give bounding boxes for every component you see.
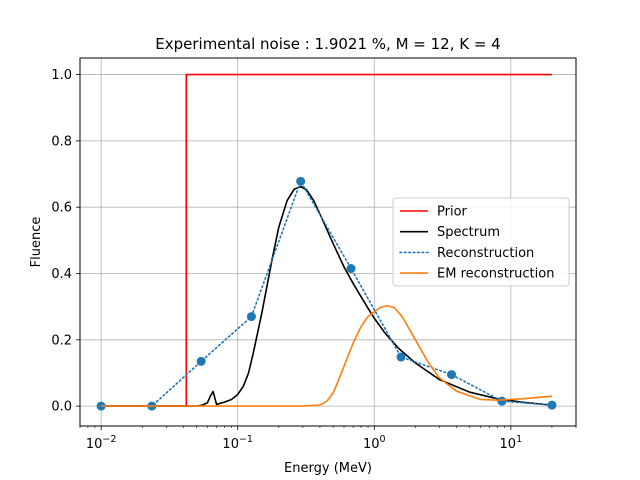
reconstruction-point <box>196 356 206 366</box>
y-tick-label: 0.0 <box>51 400 72 415</box>
legend-label-reconstruction: Reconstruction <box>437 246 534 261</box>
x-tick-label: 100 <box>363 434 386 452</box>
x-axis-label: Energy (MeV) <box>284 461 372 476</box>
x-tick-label: 101 <box>500 434 523 452</box>
plot-frame <box>79 57 577 427</box>
legend: Prior Spectrum Reconstruction EM reconstruc… <box>392 197 570 287</box>
reconstruction-point <box>447 370 457 380</box>
y-axis-label: Fluence <box>29 217 44 268</box>
y-axis-ticks: 0.0 0.2 0.4 0.6 0.8 1.0 <box>51 68 80 415</box>
legend-label-spectrum: Spectrum <box>437 225 500 240</box>
y-tick-label: 0.8 <box>51 134 72 149</box>
x-axis-ticks: 10−2 10−1 100 101 <box>79 426 577 452</box>
reconstruction-point <box>296 176 306 186</box>
y-tick-label: 0.2 <box>51 333 72 348</box>
reconstruction-point <box>497 396 507 406</box>
legend-label-prior: Prior <box>437 205 468 220</box>
legend-box <box>392 197 570 287</box>
legend-label-em-reconstruction: EM reconstruction <box>437 267 554 282</box>
x-tick-label: 10−2 <box>86 434 117 452</box>
chart-title: Experimental noise : 1.9021 %, M = 12, K… <box>155 35 500 53</box>
reconstruction-line <box>100 180 553 407</box>
series-layer <box>96 73 557 411</box>
reconstruction-point <box>246 312 256 322</box>
reconstruction-point <box>396 352 406 362</box>
y-tick-label: 0.4 <box>51 267 72 282</box>
y-tick-label: 1.0 <box>51 68 72 83</box>
reconstruction-point <box>547 400 557 410</box>
y-tick-label: 0.6 <box>51 201 72 216</box>
reconstruction-point <box>346 264 356 274</box>
em-reconstruction-line <box>101 304 553 407</box>
x-tick-label: 10−1 <box>222 434 253 452</box>
